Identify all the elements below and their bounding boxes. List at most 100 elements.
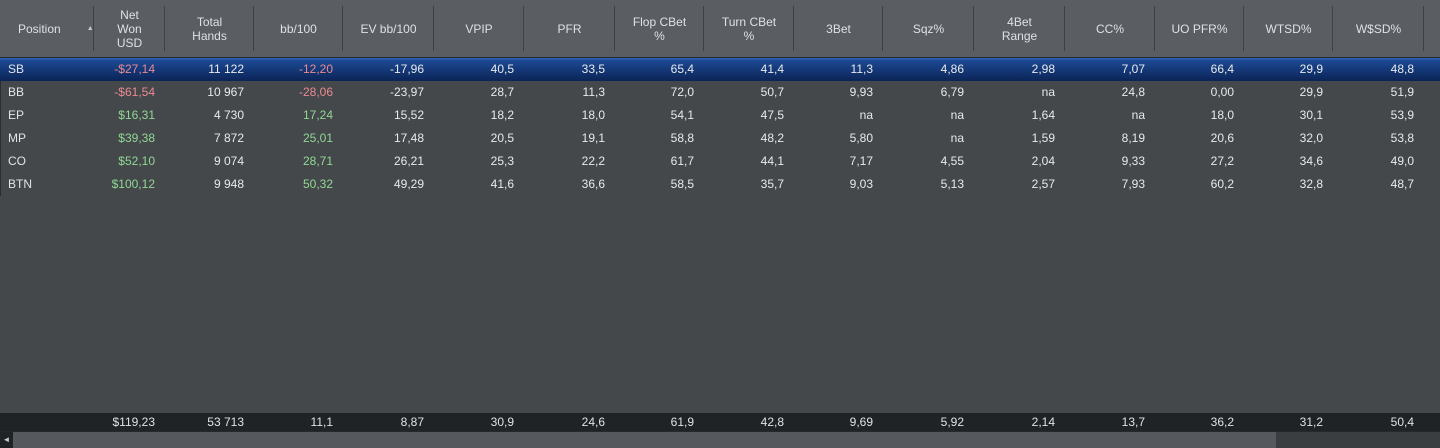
stat-cell-net-won-usd: -$61,54 [114, 85, 155, 99]
totals-cell-flop-cbet: 61,9 [670, 415, 694, 429]
table-rows: SB -$27,14 11 122 -12,20 -17,96 40,5 33,5 65,4 4… [0, 58, 1440, 196]
table-row-sb[interactable]: SB -$27,14 11 122 -12,20 -17,96 40,5 33,5 65,4 4… [0, 58, 1440, 81]
stat-cell-bb-100: 50,32 [302, 177, 333, 191]
column-header-position[interactable]: Position ▲ [0, 0, 94, 57]
stat-cell-uo-pfr: 20,6 [1210, 131, 1234, 145]
stat-cell-4bet-range: 1,59 [1031, 131, 1055, 145]
stat-cell-pfr: 22,2 [581, 154, 605, 168]
column-header-label: VPIP [465, 21, 493, 36]
column-header-label: CC% [1095, 21, 1124, 36]
scrollbar-thumb[interactable] [13, 432, 1276, 448]
stat-cell-turn-cbet: 50,7 [760, 85, 784, 99]
totals-cell-uo-pfr: 36,2 [1210, 415, 1234, 429]
column-header-flop-cbet[interactable]: Flop CBet% [615, 0, 704, 57]
column-header-sqz[interactable]: Sqz% [883, 0, 974, 57]
stat-cell-ev-bb-100: 26,21 [393, 154, 424, 168]
column-header-label: % [654, 28, 665, 43]
totals-cell-wtsd: 31,2 [1299, 415, 1323, 429]
stat-cell-bb-100: 17,24 [302, 108, 333, 122]
stat-cell-3bet: 11,3 [850, 62, 873, 76]
stat-cell-wssd: 49,0 [1390, 154, 1414, 168]
column-header-4bet-range[interactable]: 4Bet Range [974, 0, 1065, 57]
column-header-label: EV bb/100 [360, 21, 417, 36]
stat-cell-wtsd: 30,1 [1299, 108, 1323, 122]
totals-cell-cc: 13,7 [1121, 415, 1145, 429]
stat-cell-flop-cbet: 58,8 [670, 131, 694, 145]
position-label: MP [8, 131, 26, 145]
stat-cell-cc: 7,07 [1121, 62, 1145, 76]
stat-cell-vpip: 40,5 [490, 62, 514, 76]
column-header-wtsd[interactable]: WTSD% [1244, 0, 1333, 57]
table-row-btn[interactable]: BTN $100,12 9 948 50,32 49,29 41,6 36,6 58,5 35,… [0, 173, 1440, 196]
stat-cell-net-won-usd: $52,10 [118, 154, 155, 168]
stat-cell-total-hands: 9 948 [213, 177, 244, 191]
column-header-cc[interactable]: CC% [1065, 0, 1155, 57]
stat-cell-total-hands: 9 074 [213, 154, 244, 168]
column-header-label: USD [116, 35, 143, 50]
stat-cell-sqz: 4,86 [940, 62, 964, 76]
stat-cell-4bet-range: 1,64 [1031, 108, 1055, 122]
position-label: BB [8, 85, 25, 99]
stat-cell-sqz: na [950, 131, 964, 145]
position-label: SB [8, 62, 25, 76]
column-header-label: Won [117, 21, 142, 36]
stat-cell-net-won-usd: $39,38 [118, 131, 155, 145]
scroll-left-arrow-icon: ◄ [2, 435, 11, 444]
stat-cell-wtsd: 34,6 [1299, 154, 1323, 168]
column-header-uo-pfr[interactable]: UO PFR% [1155, 0, 1244, 57]
totals-cell-vpip: 30,9 [490, 415, 514, 429]
stat-cell-wssd: 48,8 [1390, 62, 1414, 76]
stat-cell-ev-bb-100: -17,96 [389, 62, 424, 76]
stat-cell-total-hands: 11 122 [208, 62, 244, 76]
stat-cell-3bet: 9,03 [849, 177, 873, 191]
stat-cell-bb-100: -12,20 [298, 62, 333, 76]
totals-cell-sqz: 5,92 [940, 415, 964, 429]
horizontal-scrollbar[interactable]: ◄ [0, 431, 1440, 448]
column-header-pfr[interactable]: PFR [524, 0, 615, 57]
scroll-left-button[interactable]: ◄ [0, 432, 13, 448]
stat-cell-ev-bb-100: 17,48 [393, 131, 424, 145]
stat-cell-cc: 24,8 [1121, 85, 1145, 99]
stat-cell-sqz: 4,55 [940, 154, 964, 168]
stat-cell-wtsd: 32,0 [1299, 131, 1323, 145]
stat-cell-bb-100: 28,71 [302, 154, 333, 168]
stat-cell-total-hands: 10 967 [207, 85, 244, 99]
stat-cell-net-won-usd: $100,12 [111, 177, 155, 191]
column-header-wssd[interactable]: W$SD% [1333, 0, 1424, 57]
stat-cell-bb-100: -28,06 [298, 85, 333, 99]
stat-cell-vpip: 20,5 [490, 131, 514, 145]
column-header-3bet[interactable]: 3Bet [794, 0, 883, 57]
stat-cell-flop-cbet: 72,0 [670, 85, 694, 99]
table-row-ep[interactable]: EP $16,31 4 730 17,24 15,52 18,2 18,0 54,1 47,5 n… [0, 104, 1440, 127]
stat-cell-wssd: 48,7 [1390, 177, 1414, 191]
table-row-mp[interactable]: MP $39,38 7 872 25,01 17,48 20,5 19,1 58,8 48,2 5… [0, 127, 1440, 150]
position-label: BTN [8, 177, 32, 191]
column-header-turn-cbet[interactable]: Turn CBet% [704, 0, 794, 57]
stat-cell-wtsd: 29,9 [1299, 62, 1323, 76]
stat-cell-vpip: 41,6 [490, 177, 514, 191]
column-header-overflow [1424, 0, 1440, 57]
stat-cell-uo-pfr: 60,2 [1210, 177, 1234, 191]
stat-cell-vpip: 25,3 [490, 154, 514, 168]
stat-cell-flop-cbet: 54,1 [670, 108, 694, 122]
stat-cell-cc: na [1131, 108, 1145, 122]
column-header-label: PFR [557, 21, 582, 36]
table-row-co[interactable]: CO $52,10 9 074 28,71 26,21 25,3 22,2 61,7 44,1 7… [0, 150, 1440, 173]
column-header-net-won-usd[interactable]: Net Won USD [94, 0, 165, 57]
column-header-label: 4Bet [1007, 14, 1032, 29]
column-header-bb-100[interactable]: bb/100 [254, 0, 343, 57]
stat-cell-wssd: 51,9 [1390, 85, 1414, 99]
table-row-bb[interactable]: BB -$61,54 10 967 -28,06 -23,97 28,7 11,3 72,0 5… [0, 81, 1440, 104]
totals-cell-pfr: 24,6 [581, 415, 605, 429]
column-header-vpip[interactable]: VPIP [434, 0, 524, 57]
column-header-label: bb/100 [280, 21, 317, 36]
column-header-total-hands[interactable]: Total Hands [165, 0, 254, 57]
totals-cell-bb-100: 11,1 [310, 415, 333, 429]
sort-ascending-icon: ▲ [86, 25, 94, 32]
totals-cell-wssd: 50,4 [1390, 415, 1414, 429]
stat-cell-ev-bb-100: 49,29 [393, 177, 424, 191]
column-header-ev-bb-100[interactable]: EV bb/100 [343, 0, 434, 57]
stat-cell-cc: 7,93 [1121, 177, 1145, 191]
scrollbar-track[interactable] [1276, 432, 1440, 448]
column-header-label: Flop CBet [632, 14, 687, 29]
